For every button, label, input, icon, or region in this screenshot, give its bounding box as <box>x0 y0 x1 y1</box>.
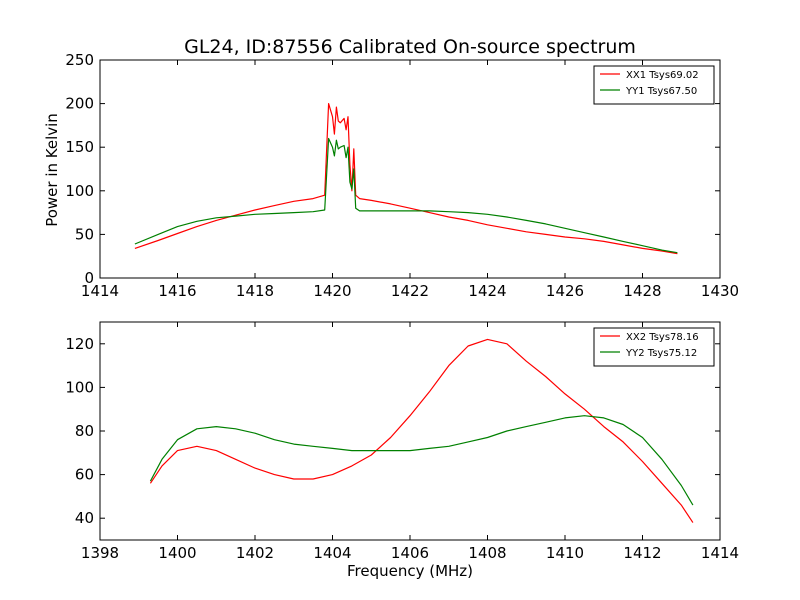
y-tick-label-0-5: 250 <box>65 51 94 69</box>
x-tick-label-1-7: 1412 <box>623 544 661 562</box>
y-tick-label-0-4: 200 <box>65 95 94 113</box>
x-tick-label-0-8: 1430 <box>701 282 739 300</box>
legend-box-0 <box>593 65 715 105</box>
x-tick-label-1-4: 1406 <box>391 544 429 562</box>
x-tick-label-0-3: 1420 <box>313 282 351 300</box>
x-tick-label-0-1: 1416 <box>158 282 196 300</box>
legend-label-0-0: XX1 Tsys69.02 <box>626 70 699 81</box>
y-tick-label-0-0: 0 <box>84 269 94 287</box>
y-tick-label-0-2: 100 <box>65 182 94 200</box>
x-tick-label-1-8: 1414 <box>701 544 739 562</box>
bottom-panel: 1398 1400 1402 1404 1406 1408 1410 1412 1414 40 60… <box>65 321 739 562</box>
series-line-0-0 <box>134 102 678 255</box>
bottom-x-axis-label: Frequency (MHz) <box>347 562 473 580</box>
x-tick-label-1-3: 1404 <box>313 544 351 562</box>
y-tick-label-1-1: 60 <box>75 466 94 484</box>
x-tick-label-1-2: 1402 <box>236 544 274 562</box>
legend-label-1-0: XX2 Tsys78.16 <box>626 332 699 343</box>
legend-label-0-1: YY1 Tsys67.50 <box>625 86 697 97</box>
y-tick-label-0-1: 50 <box>75 225 94 243</box>
x-tick-label-0-4: 1422 <box>391 282 429 300</box>
x-tick-label-1-6: 1410 <box>546 544 584 562</box>
x-tick-label-0-0: 1414 <box>81 282 119 300</box>
x-tick-label-1-1: 1400 <box>158 544 196 562</box>
y-tick-label-1-2: 80 <box>75 422 94 440</box>
x-tick-label-0-7: 1428 <box>623 282 661 300</box>
x-tick-label-0-2: 1418 <box>236 282 274 300</box>
y-tick-label-0-3: 150 <box>65 138 94 156</box>
y-tick-label-1-3: 100 <box>65 378 94 396</box>
x-tick-label-1-0: 1398 <box>81 544 119 562</box>
legend-label-1-1: YY2 Tsys75.12 <box>625 348 697 359</box>
chart-title: GL24, ID:87556 Calibrated On-source spec… <box>184 36 636 58</box>
top-y-axis-label: Power in Kelvin <box>43 113 61 227</box>
top-panel: 1414 1416 1418 1420 1422 1424 1426 1428 1430 0 50 1… <box>65 51 739 300</box>
x-tick-label-0-5: 1424 <box>468 282 506 300</box>
x-tick-label-1-5: 1408 <box>468 544 506 562</box>
legend-0: XX1 Tsys69.02 YY1 Tsys67.50 <box>593 65 715 105</box>
series-line-0-1 <box>134 137 678 254</box>
legend-box-1 <box>593 327 715 367</box>
legend-1: XX2 Tsys78.16 YY2 Tsys75.12 <box>593 327 715 367</box>
series-line-1-1 <box>149 415 694 506</box>
x-tick-label-0-6: 1426 <box>546 282 584 300</box>
y-tick-label-1-0: 40 <box>75 509 94 527</box>
y-tick-label-1-4: 120 <box>65 335 94 353</box>
series-line-1-0 <box>149 338 694 523</box>
